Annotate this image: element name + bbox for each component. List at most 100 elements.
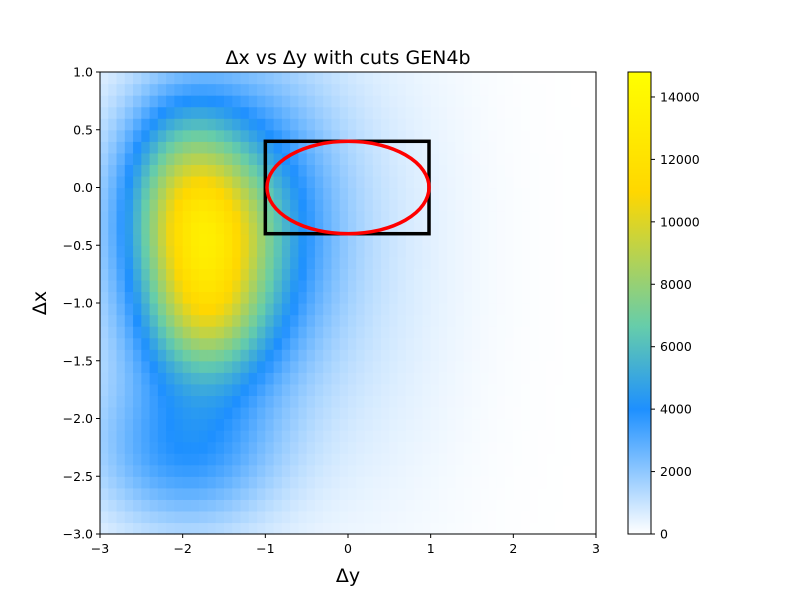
heatmap-cell bbox=[381, 337, 390, 350]
heatmap-cell bbox=[571, 164, 581, 177]
heatmap-cell bbox=[116, 464, 126, 477]
heatmap-cell bbox=[405, 349, 415, 362]
heatmap-cell bbox=[157, 222, 167, 235]
heatmap-cell bbox=[438, 395, 448, 408]
heatmap-cell bbox=[405, 72, 415, 85]
colorbar-tick-label: 14000 bbox=[660, 89, 700, 104]
heatmap-cell bbox=[521, 430, 531, 443]
heatmap-cell bbox=[133, 303, 142, 316]
heatmap-cell bbox=[505, 406, 514, 420]
heatmap-cell bbox=[207, 326, 217, 339]
heatmap-cell bbox=[480, 187, 490, 200]
heatmap-cell bbox=[372, 83, 382, 96]
heatmap-cell bbox=[356, 464, 366, 477]
heatmap-cell bbox=[166, 152, 175, 165]
heatmap-cell bbox=[356, 441, 366, 454]
heatmap-cell bbox=[314, 245, 324, 258]
heatmap-cell bbox=[199, 418, 209, 431]
heatmap-cell bbox=[166, 499, 175, 512]
heatmap-cell bbox=[389, 453, 399, 466]
heatmap-cell bbox=[438, 83, 448, 96]
heatmap-cell bbox=[133, 510, 142, 524]
heatmap-cell bbox=[414, 314, 423, 327]
heatmap-cell bbox=[174, 464, 184, 477]
heatmap-cell bbox=[314, 222, 324, 235]
heatmap-cell bbox=[232, 406, 242, 420]
heatmap-cell bbox=[447, 268, 457, 281]
heatmap-cell bbox=[562, 72, 572, 85]
heatmap-cell bbox=[405, 187, 415, 200]
heatmap-cell bbox=[323, 72, 333, 85]
heatmap-cell bbox=[124, 118, 134, 131]
heatmap-cell bbox=[488, 499, 498, 512]
heatmap-cell bbox=[472, 372, 481, 385]
heatmap-cell bbox=[281, 349, 291, 362]
heatmap-cell bbox=[521, 106, 531, 119]
heatmap-cell bbox=[389, 118, 399, 131]
heatmap-cell bbox=[381, 72, 390, 85]
heatmap-cell bbox=[190, 303, 200, 316]
heatmap-cell bbox=[290, 349, 299, 362]
heatmap-cell bbox=[124, 372, 134, 385]
heatmap-cell bbox=[124, 199, 134, 212]
heatmap-cell bbox=[554, 268, 564, 281]
heatmap-cell bbox=[455, 199, 465, 212]
heatmap-cell bbox=[273, 499, 283, 512]
heatmap-cell bbox=[348, 522, 357, 535]
heatmap-cell bbox=[389, 222, 399, 235]
heatmap-cell bbox=[265, 268, 275, 281]
heatmap-cell bbox=[562, 441, 572, 454]
heatmap-cell bbox=[348, 291, 357, 304]
heatmap-cell bbox=[579, 256, 589, 269]
heatmap-cell bbox=[554, 430, 564, 443]
heatmap-cell bbox=[331, 476, 341, 489]
heatmap-cell bbox=[174, 164, 184, 177]
heatmap-cell bbox=[215, 83, 225, 96]
heatmap-cell bbox=[166, 487, 175, 500]
heatmap-cell bbox=[273, 279, 283, 293]
heatmap-cell bbox=[389, 256, 399, 269]
heatmap-cell bbox=[339, 210, 349, 223]
heatmap-cell bbox=[331, 487, 341, 500]
heatmap-cell bbox=[571, 395, 581, 408]
heatmap-cell bbox=[273, 152, 283, 165]
heatmap-cell bbox=[430, 279, 440, 293]
heatmap-cell bbox=[108, 83, 118, 96]
heatmap-cell bbox=[190, 106, 200, 119]
heatmap-cell bbox=[124, 233, 134, 246]
heatmap-cell bbox=[108, 430, 118, 443]
heatmap-cell bbox=[521, 487, 531, 500]
heatmap-cell bbox=[116, 476, 126, 489]
heatmap-cell bbox=[587, 476, 597, 489]
heatmap-cell bbox=[348, 326, 357, 339]
heatmap-cell bbox=[529, 499, 539, 512]
heatmap-cell bbox=[414, 303, 423, 316]
heatmap-cell bbox=[372, 199, 382, 212]
heatmap-cell bbox=[546, 499, 556, 512]
heatmap-cell bbox=[174, 210, 184, 223]
heatmap-cell bbox=[472, 383, 481, 396]
heatmap-cell bbox=[100, 326, 109, 339]
heatmap-cell bbox=[455, 395, 465, 408]
heatmap-cell bbox=[314, 72, 324, 85]
heatmap-cell bbox=[108, 152, 118, 165]
heatmap-cell bbox=[513, 337, 523, 350]
heatmap-cell bbox=[529, 268, 539, 281]
heatmap-cell bbox=[323, 360, 333, 373]
heatmap-cell bbox=[538, 418, 547, 431]
heatmap-cell bbox=[438, 510, 448, 524]
heatmap-cell bbox=[447, 303, 457, 316]
heatmap-cell bbox=[215, 245, 225, 258]
heatmap-cell bbox=[529, 303, 539, 316]
heatmap-cell bbox=[141, 291, 151, 304]
heatmap-cell bbox=[257, 233, 266, 246]
heatmap-cell bbox=[447, 476, 457, 489]
heatmap-cell bbox=[505, 222, 514, 235]
heatmap-cell bbox=[562, 360, 572, 373]
heatmap-cell bbox=[455, 499, 465, 512]
heatmap-cell bbox=[166, 510, 175, 524]
heatmap-cell bbox=[397, 210, 407, 223]
heatmap-cell bbox=[248, 210, 258, 223]
heatmap-cell bbox=[224, 199, 233, 212]
heatmap-cell bbox=[571, 499, 581, 512]
